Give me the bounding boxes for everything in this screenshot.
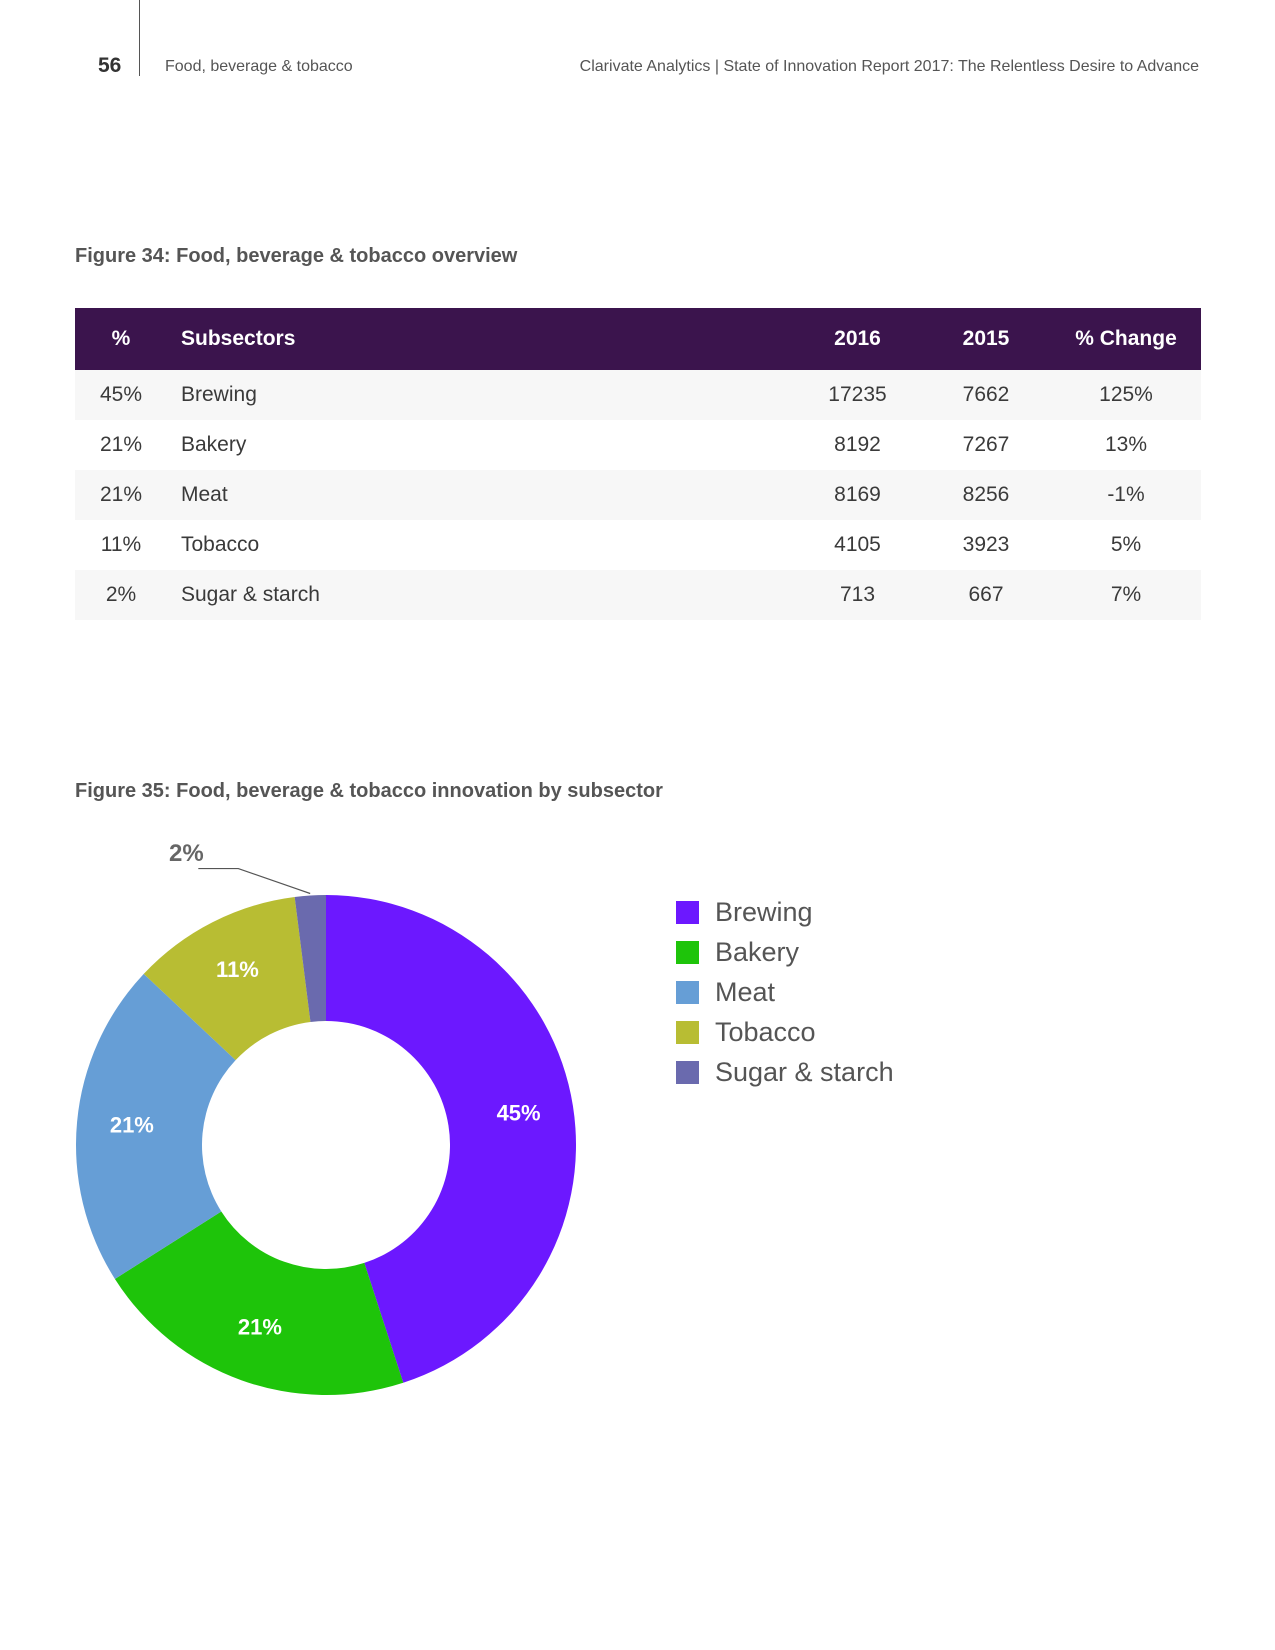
donut-chart: 45% 21% 21% 11% 2% (75, 840, 576, 1395)
slice-label-brewing: 45% (497, 1100, 541, 1125)
legend-item-sugar-starch: Sugar & starch (676, 1052, 894, 1092)
legend-label: Bakery (715, 936, 800, 967)
table-row: 45% Brewing 17235 7662 125% (75, 370, 1201, 420)
legend-label: Tobacco (715, 1016, 816, 1047)
report-title: Clarivate Analytics | State of Innovatio… (579, 58, 1199, 75)
cell-change: 125% (1051, 370, 1201, 420)
legend-swatch (676, 1060, 699, 1084)
cell-subsector: Meat (167, 470, 794, 520)
section-name: Food, beverage & tobacco (165, 58, 353, 75)
slice-brewing (326, 895, 576, 1383)
table-row: 21% Bakery 8192 7267 13% (75, 420, 1201, 470)
cell-percent: 21% (75, 420, 167, 470)
cell-change: 7% (1051, 570, 1201, 620)
slice-label-bakery: 21% (238, 1314, 282, 1339)
table-header-row: % Subsectors 2016 2015 % Change (75, 308, 1201, 370)
legend-swatch (676, 1020, 699, 1044)
legend-item-tobacco: Tobacco (676, 1012, 894, 1052)
cell-subsector: Bakery (167, 420, 794, 470)
table-row: 21% Meat 8169 8256 -1% (75, 470, 1201, 520)
cell-subsector: Sugar & starch (167, 570, 794, 620)
chart-legend: Brewing Bakery Meat Tobacco Sugar & starch (676, 892, 894, 1092)
cell-subsector: Tobacco (167, 520, 794, 570)
figure-34-title: Figure 34: Food, beverage & tobacco over… (75, 245, 518, 267)
slice-bakery (114, 1211, 404, 1395)
legend-label: Sugar & starch (715, 1056, 894, 1087)
column-header-2016: 2016 (794, 308, 921, 370)
figure-35-title: Figure 35: Food, beverage & tobacco inno… (75, 780, 663, 802)
cell-percent: 2% (75, 570, 167, 620)
leader-line-sugar-starch (198, 867, 311, 895)
column-header-subsectors: Subsectors (167, 308, 794, 370)
cell-subsector: Brewing (167, 370, 794, 420)
cell-percent: 11% (75, 520, 167, 570)
slice-meat (75, 973, 236, 1279)
legend-swatch (676, 980, 699, 1004)
legend-item-brewing: Brewing (676, 892, 894, 932)
legend-item-meat: Meat (676, 972, 894, 1012)
cell-2015: 3923 (921, 520, 1051, 570)
legend-swatch (676, 940, 699, 964)
table-row: 11% Tobacco 4105 3923 5% (75, 520, 1201, 570)
cell-change: 13% (1051, 420, 1201, 470)
legend-label: Brewing (715, 896, 813, 927)
page-number: 56 (98, 54, 122, 77)
legend-label: Meat (715, 976, 776, 1007)
cell-2016: 8192 (794, 420, 921, 470)
table-row: 2% Sugar & starch 713 667 7% (75, 570, 1201, 620)
slice-label-meat: 21% (110, 1112, 154, 1137)
cell-2015: 7267 (921, 420, 1051, 470)
cell-percent: 21% (75, 470, 167, 520)
slice-label-sugar-starch: 2% (169, 840, 204, 867)
slice-sugar-starch (294, 895, 326, 1022)
cell-2015: 667 (921, 570, 1051, 620)
column-header-percent: % (75, 308, 167, 370)
slice-label-tobacco: 11% (216, 957, 259, 982)
cell-2016: 17235 (794, 370, 921, 420)
cell-2015: 7662 (921, 370, 1051, 420)
cell-change: 5% (1051, 520, 1201, 570)
cell-2016: 8169 (794, 470, 921, 520)
column-header-2015: 2015 (921, 308, 1051, 370)
cell-2016: 713 (794, 570, 921, 620)
cell-2015: 8256 (921, 470, 1051, 520)
column-header-change: % Change (1051, 308, 1201, 370)
cell-change: -1% (1051, 470, 1201, 520)
slice-tobacco (143, 896, 311, 1061)
overview-table: % Subsectors 2016 2015 % Change 45% Brew… (75, 308, 1201, 620)
legend-item-bakery: Bakery (676, 932, 894, 972)
cell-2016: 4105 (794, 520, 921, 570)
cell-percent: 45% (75, 370, 167, 420)
legend-swatch (676, 900, 699, 924)
header-divider (139, 0, 140, 76)
